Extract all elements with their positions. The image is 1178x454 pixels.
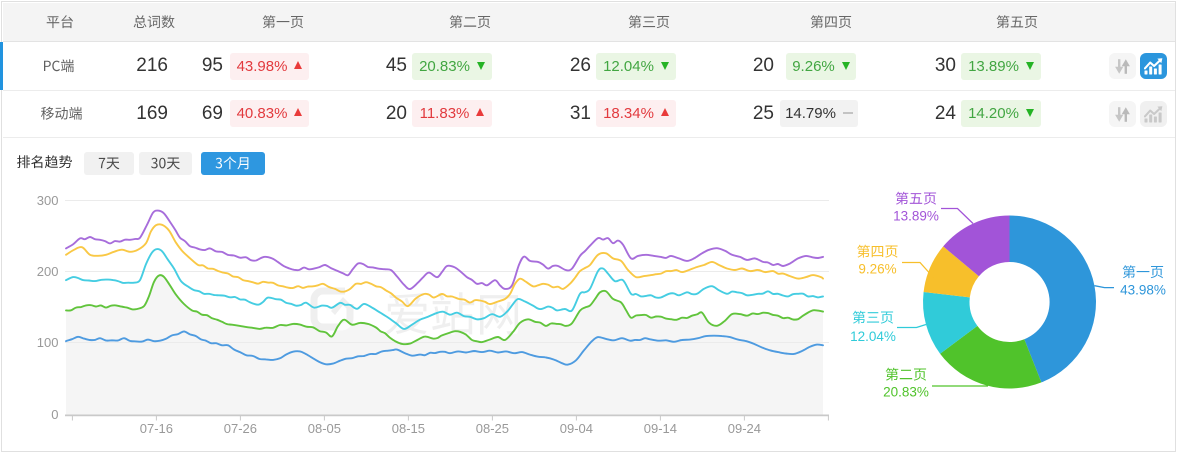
svg-text:07-26: 07-26 <box>224 421 257 436</box>
svg-text:12.04%: 12.04% <box>850 329 896 344</box>
svg-text:09-04: 09-04 <box>560 421 593 436</box>
svg-text:43.98%: 43.98% <box>1120 283 1166 298</box>
svg-text:13.89%: 13.89% <box>893 209 939 224</box>
svg-text:08-05: 08-05 <box>308 421 341 436</box>
svg-text:20.83%: 20.83% <box>883 385 929 400</box>
svg-text:09-14: 09-14 <box>644 421 677 436</box>
svg-text:200: 200 <box>37 264 59 279</box>
svg-text:300: 300 <box>37 193 59 208</box>
svg-text:9.26%: 9.26% <box>858 262 896 277</box>
svg-text:0: 0 <box>51 407 58 422</box>
svg-text:07-16: 07-16 <box>140 421 173 436</box>
svg-text:100: 100 <box>37 335 59 350</box>
svg-text:08-15: 08-15 <box>392 421 425 436</box>
svg-text:08-25: 08-25 <box>476 421 509 436</box>
svg-text:09-24: 09-24 <box>728 421 761 436</box>
